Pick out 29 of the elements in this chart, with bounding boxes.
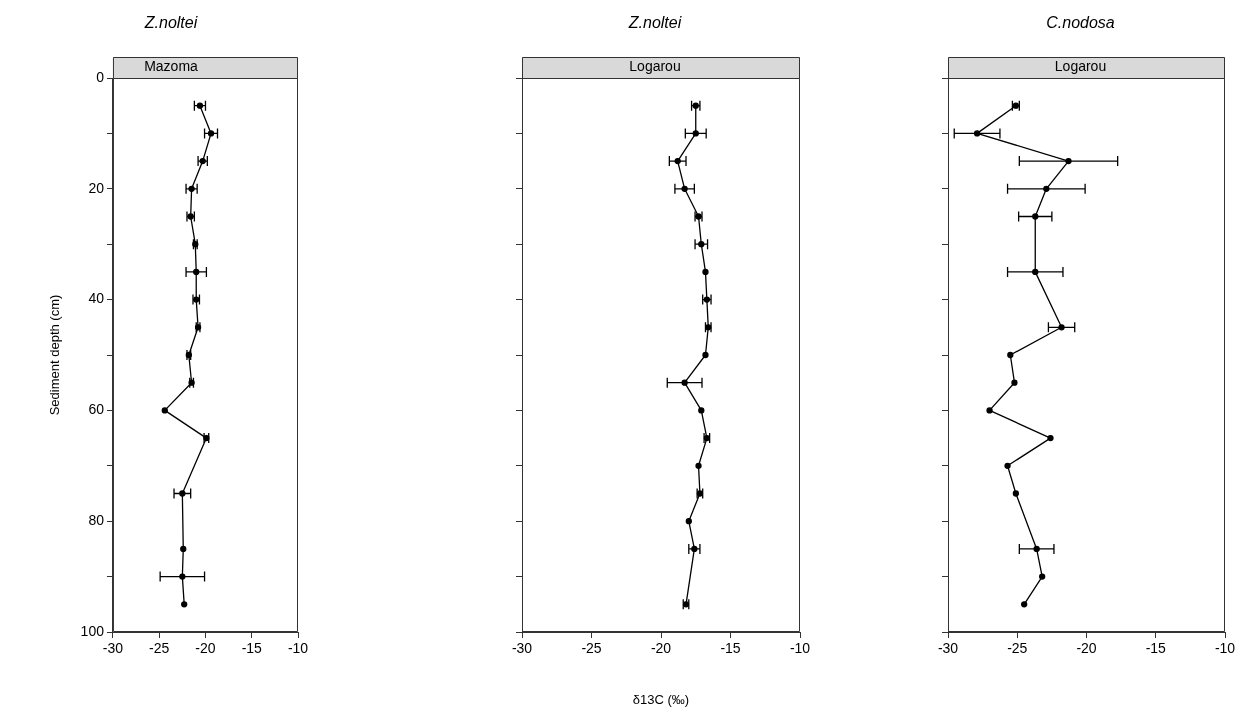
x-tick-label: -30 [102,640,124,657]
x-tick-label: -10 [287,640,309,657]
x-tick-label: -20 [650,640,672,657]
y-tick-label: 0 [96,68,105,85]
x-tick-label: -30 [937,640,959,657]
x-tick-label: -15 [720,640,741,657]
chart-subtitle: Logarou [1054,58,1107,75]
x-tick-label: -25 [581,640,602,657]
x-tick-label: -20 [195,640,216,657]
x-tick-label: -10 [789,640,811,657]
y-tick-label: 80 [88,512,105,529]
x-tick-label: -25 [149,640,170,657]
chart-title: C.nodosa [1046,14,1115,32]
chart-title: Z.noltei [143,14,198,32]
y-axis-title: Sediment depth (cm) [47,294,63,416]
chart-subtitle: Logarou [629,58,681,75]
x-tick-label: -10 [1214,640,1236,657]
y-tick-label: 20 [88,179,105,196]
chart-subtitle: Mazoma [144,58,199,75]
x-tick-label: -20 [1076,640,1097,657]
x-tick-label: -30 [511,640,533,657]
y-tick-label: 100 [80,622,105,639]
y-tick-label: 60 [88,401,105,418]
y-tick-label: 40 [88,290,105,307]
x-tick-label: -25 [1007,640,1028,657]
x-tick-label: -15 [1145,640,1167,657]
x-tick-label: -15 [241,640,263,657]
chart-title: Z.noltei [627,14,682,32]
x-axis-title: δ13C (‰) [632,691,690,707]
